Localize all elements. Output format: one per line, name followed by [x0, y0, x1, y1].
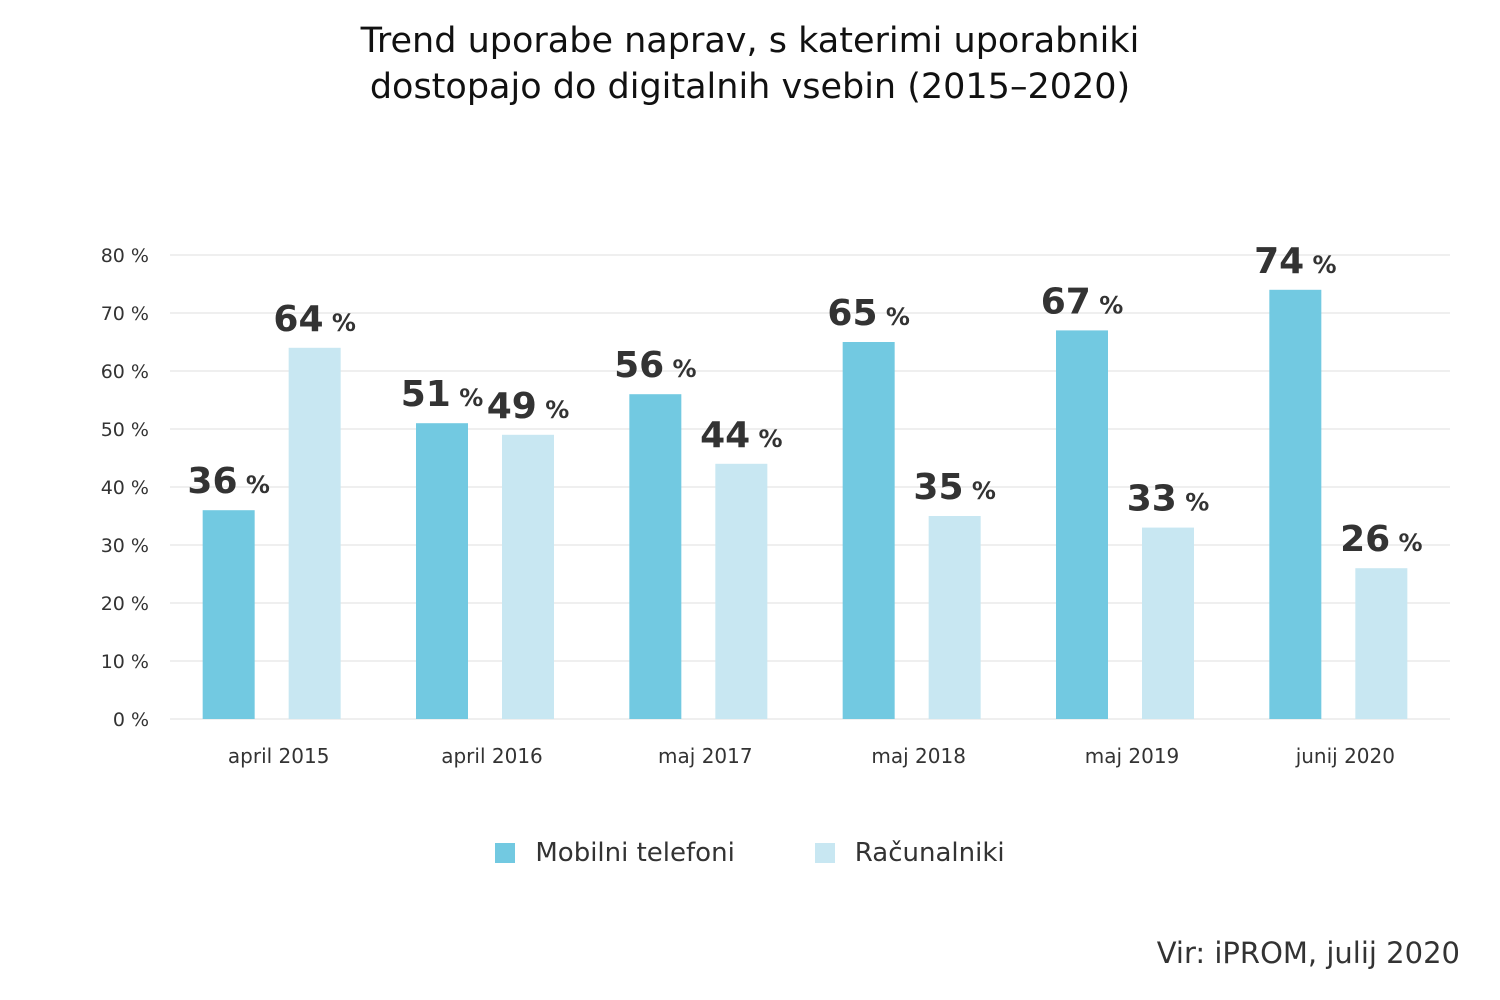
bar-mobile	[202, 510, 255, 719]
bar-computers	[1355, 568, 1408, 719]
x-tick-label: junij 2020	[1295, 744, 1395, 768]
bar-computers	[1142, 527, 1194, 719]
legend-label-mobile: Mobilni telefoni	[535, 838, 735, 868]
bar-mobile	[629, 394, 682, 719]
data-label: 65 %	[827, 293, 910, 334]
x-tick-label: april 2016	[441, 744, 543, 768]
data-label: 56 %	[614, 345, 697, 386]
y-tick-label: 40 %	[101, 477, 149, 499]
legend-swatch-mobile	[495, 843, 516, 863]
chart-title-line-1: Trend uporabe naprav, s katerimi uporabn…	[360, 21, 1140, 61]
bar-computers	[715, 463, 768, 719]
y-tick-label: 70 %	[101, 303, 149, 325]
bar-mobile	[1056, 330, 1108, 719]
bar-computers	[288, 347, 341, 719]
bar-mobile	[842, 342, 895, 719]
legend-item-computers: Računalniki	[814, 838, 1005, 868]
bar-computers	[502, 434, 554, 719]
y-tick-label: 50 %	[101, 419, 149, 441]
y-tick-label: 20 %	[101, 593, 149, 615]
data-label: 35 %	[913, 467, 996, 508]
x-tick-label: maj 2017	[658, 744, 753, 768]
source-note: Vir: iPROM, julij 2020	[1156, 936, 1460, 970]
data-label: 36 %	[187, 461, 270, 502]
data-label: 26 %	[1340, 519, 1423, 560]
legend-label-computers: Računalniki	[854, 838, 1005, 868]
data-label: 44 %	[700, 415, 783, 456]
y-tick-label: 60 %	[101, 361, 149, 383]
bar-computers	[928, 516, 981, 719]
data-label: 64 %	[273, 299, 356, 340]
data-label: 67 %	[1041, 281, 1124, 322]
chart-title: Trend uporabe naprav, s katerimi uporabn…	[0, 18, 1500, 110]
x-tick-label: april 2015	[228, 744, 330, 768]
y-tick-label: 80 %	[101, 245, 149, 267]
data-label: 74 %	[1254, 241, 1337, 282]
bar-mobile	[416, 423, 468, 719]
data-label: 51 %	[401, 374, 484, 415]
y-tick-label: 30 %	[101, 535, 149, 557]
data-label: 49 %	[487, 386, 570, 427]
x-tick-label: maj 2018	[871, 744, 966, 768]
x-tick-label: maj 2019	[1085, 744, 1180, 768]
legend-item-mobile: Mobilni telefoni	[495, 838, 735, 868]
y-tick-label: 0 %	[113, 709, 149, 731]
chart-title-line-2: dostopajo do digitalnih vsebin (2015–202…	[369, 67, 1131, 107]
y-tick-label: 10 %	[101, 651, 149, 673]
legend-swatch-computers	[814, 843, 835, 863]
legend: Mobilni telefoni Računalniki	[0, 838, 1500, 868]
bar-mobile	[1269, 289, 1322, 719]
data-label: 33 %	[1127, 479, 1210, 520]
